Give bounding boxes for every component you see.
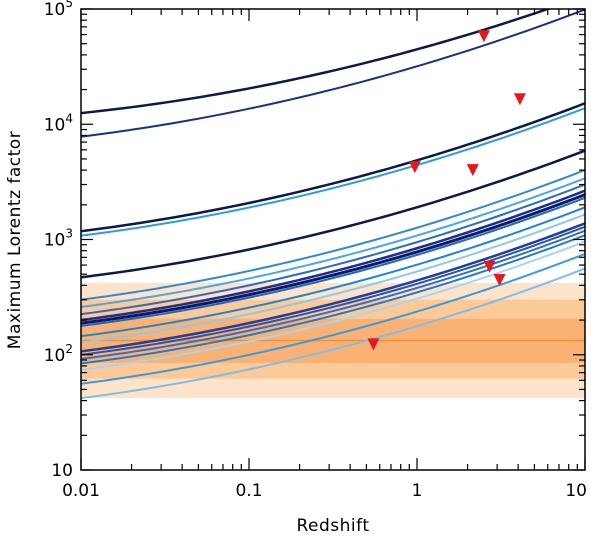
upper-limit-marker (513, 93, 526, 106)
y-tick-label: 10 (51, 461, 73, 481)
x-tick-labels: 0.01 0.1 1 10 (62, 481, 587, 501)
curve-10 (81, 193, 585, 325)
upper-limit-marker (477, 30, 490, 43)
curve-11 (81, 196, 585, 327)
curve-18 (81, 240, 585, 371)
upper-limit-marker (466, 164, 479, 177)
x-tick-label: 0.1 (235, 481, 262, 501)
curve-8 (81, 183, 585, 316)
y-tick-label: 104 (44, 111, 73, 135)
curve-6 (81, 169, 585, 301)
curve-16 (81, 229, 585, 360)
x-tick-label: 0.01 (62, 481, 100, 501)
curve-14 (81, 222, 585, 353)
x-tick-label: 10 (565, 481, 587, 501)
curve-15 (81, 225, 585, 356)
x-tick-label: 1 (412, 481, 423, 501)
curve-2 (81, 9, 585, 138)
series-lines (81, 9, 585, 400)
y-tick-label: 105 (44, 0, 73, 20)
y-tick-labels: 10 102 103 104 105 (44, 0, 73, 481)
curve-17 (81, 234, 585, 365)
axis-ticks (80, 8, 586, 471)
y-tick-label: 102 (44, 342, 73, 366)
upper-limit-marker (493, 274, 506, 286)
curve-4 (81, 107, 585, 237)
plot-frame (80, 8, 586, 471)
curve-12 (81, 206, 585, 338)
curve-1 (81, 9, 552, 115)
curve-7 (81, 177, 585, 308)
upper-limit-markers (367, 30, 526, 351)
y-tick-label: 103 (44, 227, 73, 251)
curve-20 (81, 267, 585, 400)
upper-limit-marker (483, 260, 496, 273)
x-axis-title: Redshift (296, 516, 369, 536)
upper-limit-marker (367, 338, 380, 351)
curve-19 (81, 252, 585, 385)
upper-limit-marker (408, 161, 421, 174)
curve-5 (81, 149, 585, 279)
curve-3 (81, 102, 585, 233)
y-axis-title: Maximum Lorentz factor (5, 131, 25, 349)
curve-9 (81, 189, 585, 322)
curve-13 (81, 213, 585, 344)
